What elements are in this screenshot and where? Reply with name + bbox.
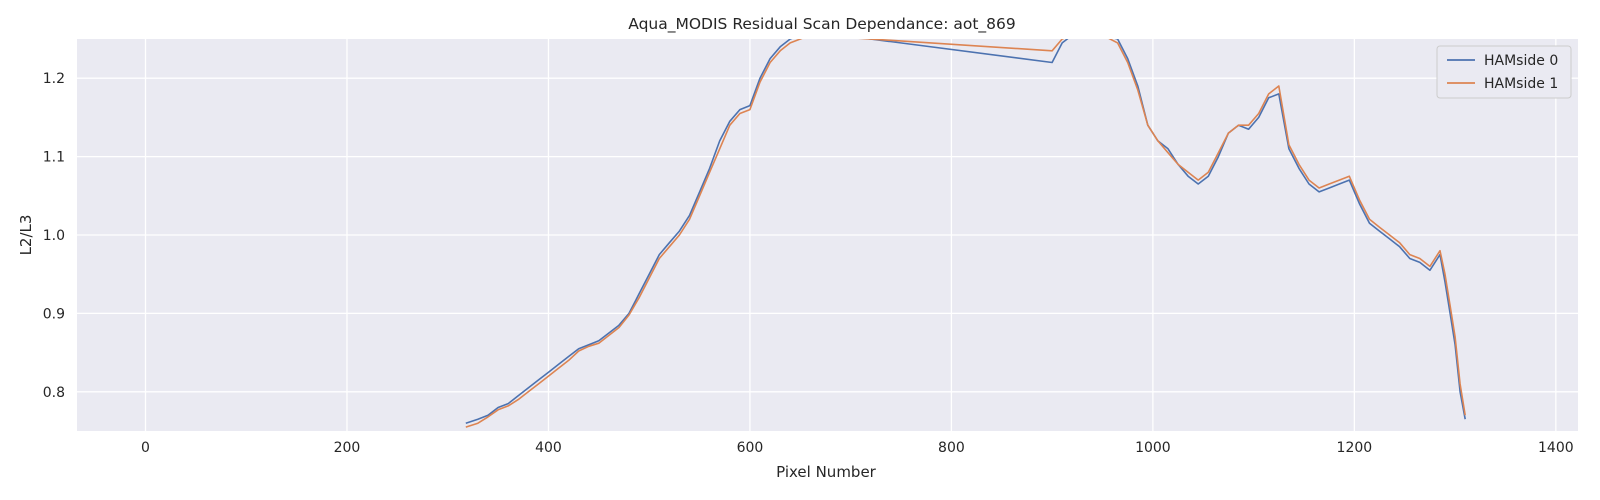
x-tick-label: 200 [334, 440, 361, 456]
series-line-hamside-0 [465, 39, 1466, 424]
legend-label: HAMside 0 [1484, 53, 1558, 69]
y-tick-label: 1.0 [43, 228, 65, 244]
y-tick-label: 1.2 [43, 71, 65, 87]
x-tick-label: 800 [938, 440, 965, 456]
legend-label: HAMside 1 [1484, 76, 1558, 92]
x-tick-label: 600 [737, 440, 764, 456]
series-line-hamside-1 [465, 39, 1466, 428]
y-tick-label: 0.8 [43, 385, 65, 401]
chart-title: Aqua_MODIS Residual Scan Dependance: aot… [628, 15, 1016, 34]
x-tick-label: 1200 [1337, 440, 1373, 456]
y-tick-label: 0.9 [43, 306, 65, 322]
x-tick-label: 400 [535, 440, 562, 456]
x-tick-label: 1000 [1135, 440, 1171, 456]
tick-labels: 0 200 400 600 800 1000 1200 1400 0.8 0.9 1.0 1.1 1.2 [43, 71, 1574, 456]
x-axis-title: Pixel Number [776, 463, 877, 481]
grid [77, 39, 1578, 431]
x-tick-label: 0 [141, 440, 150, 456]
legend-box [1436, 45, 1572, 99]
y-tick-label: 1.1 [43, 150, 65, 166]
series-lines [465, 39, 1466, 428]
y-axis-title: L2/L3 [17, 215, 35, 256]
x-tick-label: 1400 [1538, 440, 1574, 456]
legend: HAMside 0 HAMside 1 [1436, 45, 1572, 99]
